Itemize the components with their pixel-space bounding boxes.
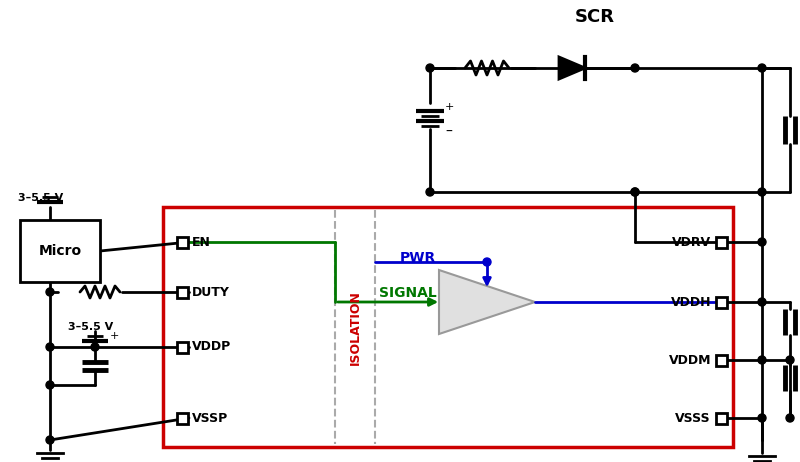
Circle shape (758, 64, 766, 72)
Circle shape (786, 356, 794, 364)
Text: 3–5.5 V: 3–5.5 V (68, 322, 114, 332)
Text: PWR: PWR (400, 251, 436, 265)
Text: VDDP: VDDP (192, 340, 231, 353)
Polygon shape (439, 270, 535, 334)
Text: SIGNAL: SIGNAL (379, 286, 437, 300)
Text: Micro: Micro (38, 244, 82, 258)
Text: +: + (110, 331, 119, 341)
Bar (715, 297, 726, 308)
Circle shape (426, 188, 434, 196)
Circle shape (758, 356, 766, 364)
Circle shape (91, 343, 99, 351)
Circle shape (483, 258, 491, 266)
Text: VDRV: VDRV (672, 236, 711, 249)
Bar (177, 413, 187, 424)
Circle shape (46, 343, 54, 351)
Bar (715, 237, 726, 248)
Circle shape (758, 188, 766, 196)
Circle shape (46, 288, 54, 296)
Circle shape (426, 64, 434, 72)
Circle shape (758, 414, 766, 422)
Bar (177, 286, 187, 298)
Circle shape (758, 238, 766, 246)
Text: ISOLATION: ISOLATION (349, 291, 362, 365)
Text: VDDM: VDDM (669, 353, 711, 366)
Text: SCR: SCR (575, 8, 615, 26)
Text: DUTY: DUTY (192, 286, 230, 298)
Circle shape (46, 381, 54, 389)
Text: VDDH: VDDH (670, 296, 711, 309)
Circle shape (46, 436, 54, 444)
Bar (715, 413, 726, 424)
Circle shape (631, 188, 639, 196)
Text: 3–5.5 V: 3–5.5 V (18, 193, 63, 203)
Text: VSSS: VSSS (675, 412, 711, 425)
Circle shape (631, 188, 639, 196)
Bar (177, 237, 187, 248)
Text: EN: EN (192, 236, 211, 249)
Circle shape (758, 298, 766, 306)
Text: VSSP: VSSP (192, 412, 228, 425)
Circle shape (631, 64, 639, 72)
Text: +: + (445, 102, 454, 112)
Polygon shape (559, 57, 585, 79)
Bar (177, 341, 187, 353)
Text: –: – (445, 125, 452, 139)
Circle shape (786, 414, 794, 422)
Bar (20, 220, 100, 282)
Bar (715, 354, 726, 365)
Bar (163, 207, 733, 447)
